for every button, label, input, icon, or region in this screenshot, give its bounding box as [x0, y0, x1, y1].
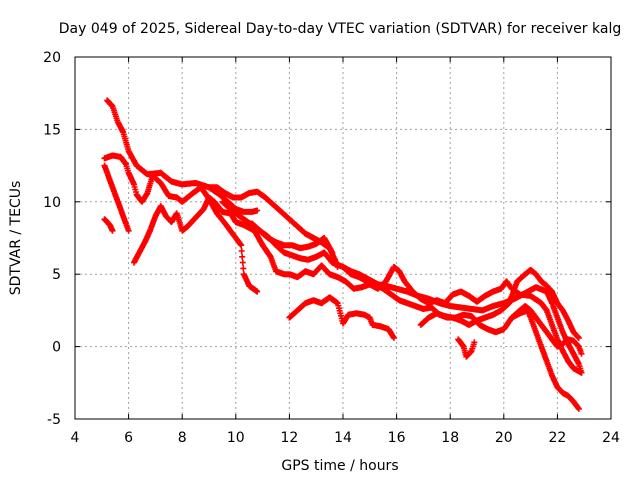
y-tick-label: 10 [43, 195, 61, 211]
y-tick-label: 15 [43, 122, 61, 138]
x-tick-label: 6 [124, 430, 133, 446]
chart-title: Day 049 of 2025, Sidereal Day-to-day VTE… [59, 21, 621, 37]
y-tick-label: 0 [52, 340, 61, 356]
series-markers [101, 216, 116, 234]
grid-lines [75, 57, 611, 419]
series-track-7 [219, 198, 585, 376]
x-tick-label: 18 [441, 430, 459, 446]
x-tick-label: 22 [548, 430, 566, 446]
series-track-6 [206, 184, 341, 270]
y-tick-label: -5 [47, 412, 61, 428]
x-axis: 4 6 8 10 12 14 16 18 20 22 24 [71, 57, 620, 446]
series-track-1 [101, 216, 116, 234]
series-markers [455, 336, 478, 360]
series-markers [101, 162, 132, 234]
x-tick-label: 8 [178, 430, 187, 446]
y-tick-label: 20 [43, 50, 61, 66]
series-markers [417, 266, 582, 341]
x-tick-label: 10 [227, 430, 245, 446]
series-track-12 [417, 266, 582, 341]
series-track-13 [508, 307, 582, 412]
data-points [101, 97, 585, 412]
series-track-9 [286, 294, 397, 341]
series-track-8 [240, 222, 585, 376]
series-track-4 [101, 162, 132, 234]
y-axis-label: SDTVAR / TECUs [8, 181, 24, 296]
x-tick-label: 16 [388, 430, 406, 446]
y-axis: -5 0 5 10 15 20 [43, 50, 611, 428]
series-markers [101, 152, 261, 295]
x-tick-label: 12 [280, 430, 298, 446]
series-track-3 [101, 152, 261, 295]
series-markers [508, 307, 582, 412]
x-tick-label: 20 [495, 430, 513, 446]
x-tick-label: 4 [71, 430, 80, 446]
series-markers [240, 222, 585, 376]
series-track-11 [455, 336, 478, 360]
series-markers [219, 198, 585, 376]
y-tick-label: 5 [52, 267, 61, 283]
x-tick-label: 14 [334, 430, 352, 446]
series-markers [206, 184, 341, 270]
series-markers [286, 294, 397, 341]
x-axis-label: GPS time / hours [281, 458, 398, 474]
x-tick-label: 24 [602, 430, 620, 446]
